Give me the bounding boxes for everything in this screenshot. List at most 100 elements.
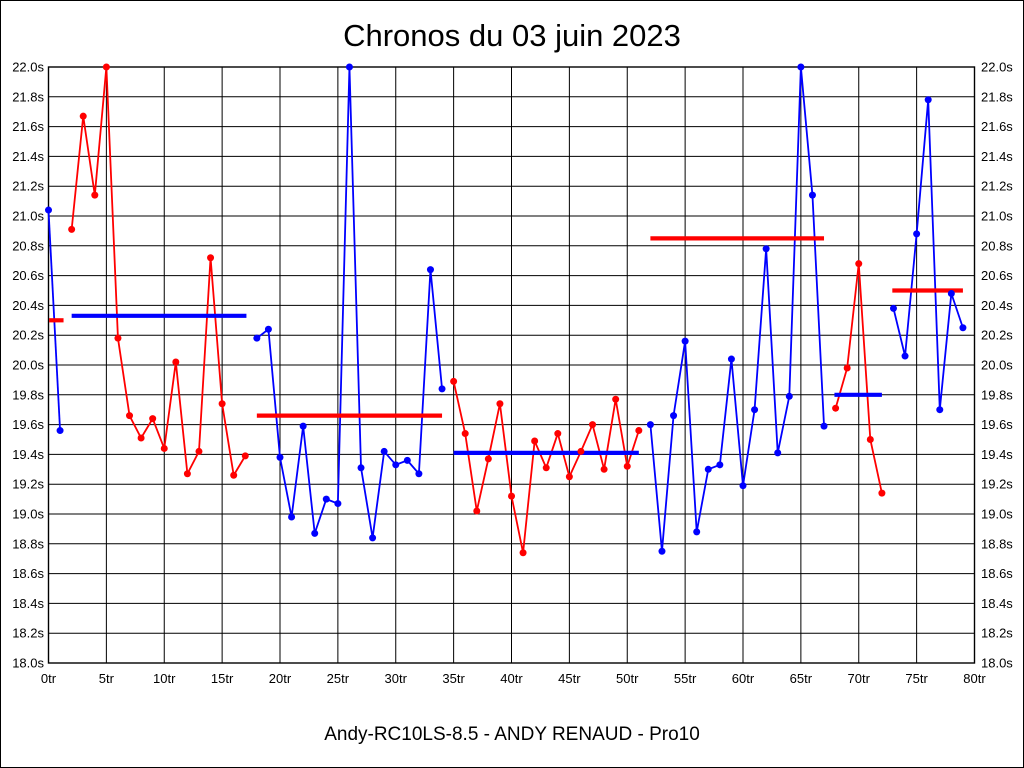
lap-point [357, 464, 365, 472]
lap-point [727, 355, 735, 363]
lap-point [751, 406, 759, 414]
y-axis-label-right: 19.4s [981, 447, 1013, 462]
lap-point [508, 492, 515, 500]
lap-point [450, 377, 458, 385]
lap-point [207, 254, 215, 262]
y-axis-label-left: 20.2s [12, 328, 44, 343]
lap-point [878, 489, 886, 497]
y-axis-label-right: 19.2s [981, 477, 1013, 492]
x-axis-label: 10tr [153, 671, 176, 686]
lap-point [762, 245, 770, 253]
lap-point [936, 406, 944, 414]
lap-point [172, 358, 180, 366]
lap-point [542, 464, 550, 472]
lap-point [253, 334, 261, 342]
x-axis-label: 80tr [963, 671, 986, 686]
lap-point [322, 495, 330, 503]
lap-point [832, 404, 840, 412]
lap-point [484, 455, 492, 463]
lap-point [114, 334, 122, 342]
lap-point [924, 96, 932, 104]
lap-point [612, 395, 620, 403]
y-axis-label-right: 18.2s [981, 626, 1013, 641]
x-axis-label: 60tr [732, 671, 755, 686]
y-axis-label-right: 19.8s [981, 387, 1013, 402]
y-axis-label-left: 21.0s [12, 209, 44, 224]
lap-point [600, 465, 608, 473]
plot-border [47, 66, 976, 664]
y-axis-label-right: 21.6s [981, 119, 1013, 134]
lap-point [345, 63, 353, 71]
y-axis-label-right: 20.6s [981, 268, 1013, 283]
x-axis-label: 35tr [442, 671, 465, 686]
x-axis-label: 55tr [674, 671, 697, 686]
y-axis-label-left: 18.4s [12, 596, 44, 611]
lap-point [218, 400, 226, 408]
lap-point [45, 206, 52, 214]
lap-point [496, 400, 504, 408]
lap-point [68, 225, 76, 233]
lap-point [137, 434, 145, 442]
y-axis-label-right: 21.2s [981, 179, 1013, 194]
lap-point [808, 191, 816, 199]
lap-point [264, 325, 272, 333]
lap-point [565, 473, 573, 481]
y-axis-label-left: 18.6s [12, 566, 44, 581]
lap-point [403, 456, 411, 464]
lap-point [658, 547, 666, 555]
lap-point [843, 364, 851, 372]
lap-point [160, 444, 168, 452]
lap-point [646, 421, 654, 429]
x-axis-label: 5tr [99, 671, 115, 686]
chart-caption: Andy-RC10LS-8.5 - ANDY RENAUD - Pro10 [324, 724, 700, 745]
lap-point [230, 471, 238, 479]
lap-point [797, 63, 805, 71]
lap-point [589, 421, 597, 429]
y-axis-label-left: 18.8s [12, 536, 44, 551]
lap-point [947, 289, 955, 297]
lap-point [855, 260, 863, 268]
lap-point [380, 447, 388, 455]
lap-point [183, 470, 191, 478]
lap-point [415, 470, 423, 478]
y-axis-label-left: 21.2s [12, 179, 44, 194]
y-axis-label-right: 18.0s [981, 656, 1013, 671]
lap-point [901, 352, 909, 360]
lap-line-run-2 [70, 66, 247, 478]
y-axis-label-left: 22.0s [12, 60, 44, 75]
lap-point [473, 507, 481, 515]
y-axis-label-left: 18.2s [12, 626, 44, 641]
lap-point [299, 422, 307, 430]
y-axis-label-right: 20.4s [981, 298, 1013, 313]
y-axis-label-left: 19.8s [12, 387, 44, 402]
lap-line-run-5 [649, 66, 825, 552]
x-axis-label: 0tr [41, 671, 57, 686]
lap-point [716, 461, 724, 469]
x-axis-label: 30tr [385, 671, 408, 686]
lap-point [623, 462, 631, 470]
lap-point [91, 191, 99, 199]
y-axis-label-right: 18.6s [981, 566, 1013, 581]
y-axis-label-left: 21.8s [12, 89, 44, 104]
lap-point [241, 452, 249, 460]
y-axis-label-right: 21.0s [981, 209, 1013, 224]
y-axis-label-left: 20.8s [12, 238, 44, 253]
lap-point [820, 422, 828, 430]
lap-point [913, 230, 921, 238]
y-axis-label-right: 21.8s [981, 89, 1013, 104]
y-axis-label-right: 20.8s [981, 238, 1013, 253]
lap-point [195, 447, 203, 455]
lap-line-run-7 [892, 99, 964, 410]
x-axis-label: 70tr [848, 671, 871, 686]
lap-point [461, 430, 469, 438]
lap-point [126, 412, 134, 420]
lap-point [577, 447, 585, 455]
lap-point [149, 415, 157, 423]
lap-point [635, 427, 643, 435]
lap-point [889, 304, 897, 312]
x-axis-label: 15tr [211, 671, 234, 686]
lap-point [785, 392, 793, 400]
lap-point [369, 534, 377, 542]
